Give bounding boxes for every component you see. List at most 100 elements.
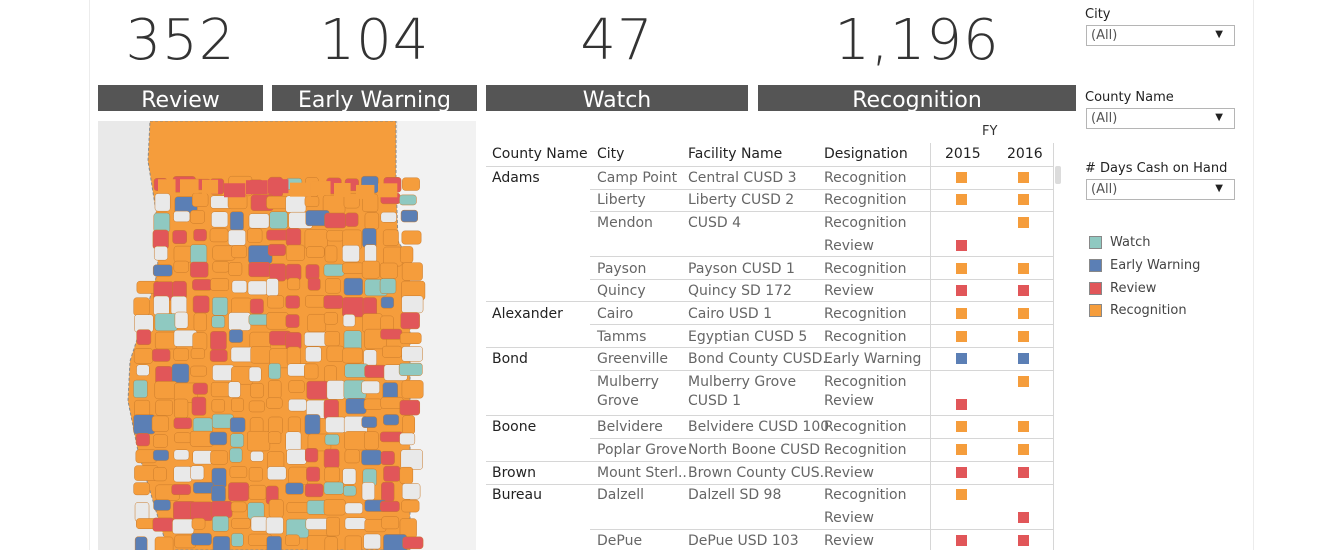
designation-mark-2015[interactable]: [956, 467, 967, 478]
district-shape: [285, 195, 307, 213]
district-shape: [192, 382, 208, 395]
district-shape: [212, 261, 230, 273]
filter-county-select[interactable]: (All) ▼: [1086, 108, 1235, 129]
kpi-watch-label[interactable]: Watch: [486, 85, 748, 111]
district-shape: [379, 262, 398, 279]
district-shape: [268, 363, 281, 380]
district-shape: [212, 364, 235, 381]
col-header-county[interactable]: County Name: [492, 146, 588, 162]
kpi-watch-value: 47: [580, 8, 654, 73]
designation-mark-2016[interactable]: [1018, 331, 1029, 342]
designation-mark-2016[interactable]: [1018, 285, 1029, 296]
table-cell-city: Dalzell: [597, 487, 644, 503]
filter-days-cash-select[interactable]: (All) ▼: [1086, 179, 1235, 200]
district-shape: [325, 416, 346, 433]
designation-mark-2015[interactable]: [956, 172, 967, 183]
designation-mark-2016[interactable]: [1018, 512, 1029, 523]
district-shape: [192, 417, 213, 433]
table-cell-designation: Review: [824, 533, 874, 549]
designation-mark-2016[interactable]: [1018, 263, 1029, 274]
district-shape: [383, 465, 401, 482]
designation-mark-2016[interactable]: [1018, 308, 1029, 319]
col-header-2016[interactable]: 2016: [1007, 146, 1043, 162]
kpi-recognition-label[interactable]: Recognition: [758, 85, 1076, 111]
table-cell-city: Grove: [597, 393, 639, 409]
legend-label: Review: [1110, 281, 1157, 296]
table-cell-designation: Recognition: [824, 487, 907, 503]
table-cell-facility: Belvidere CUSD 100: [688, 419, 830, 435]
district-shape: [334, 183, 351, 198]
col-header-2015[interactable]: 2015: [945, 146, 981, 162]
designation-mark-2015[interactable]: [956, 194, 967, 205]
district-shape: [401, 380, 424, 399]
designation-mark-2016[interactable]: [1018, 535, 1029, 546]
legend-swatch: [1089, 282, 1102, 295]
designation-mark-2015[interactable]: [956, 535, 967, 546]
district-shape: [174, 311, 189, 329]
designation-mark-2016[interactable]: [1018, 194, 1029, 205]
district-shape: [153, 212, 171, 233]
designation-mark-2015[interactable]: [956, 331, 967, 342]
district-shape: [399, 246, 414, 264]
designation-mark-2015[interactable]: [956, 240, 967, 251]
designation-mark-2016[interactable]: [1018, 353, 1029, 364]
designation-mark-2015[interactable]: [956, 489, 967, 500]
district-shape: [173, 417, 192, 429]
designation-mark-2015[interactable]: [956, 421, 967, 432]
district-shape: [342, 347, 363, 364]
district-shape: [231, 518, 251, 529]
row-rule: [486, 461, 1053, 462]
district-map-canvas: [127, 121, 476, 550]
district-shape: [342, 314, 356, 327]
table-scrollbar[interactable]: [1055, 166, 1061, 184]
district-shape: [323, 312, 338, 325]
district-shape: [304, 196, 320, 207]
district-shape: [154, 313, 178, 332]
designation-mark-2016[interactable]: [1018, 172, 1029, 183]
district-shape: [173, 347, 189, 361]
row-rule: [590, 438, 1053, 439]
designation-mark-2016[interactable]: [1018, 444, 1029, 455]
district-shape: [210, 278, 230, 291]
designation-mark-2015[interactable]: [956, 263, 967, 274]
designation-mark-2016[interactable]: [1018, 376, 1029, 387]
filter-city-select[interactable]: (All) ▼: [1086, 25, 1235, 46]
district-shape: [304, 483, 324, 498]
district-shape: [191, 518, 206, 530]
district-shape: [152, 517, 175, 532]
district-shape: [342, 262, 364, 274]
designation-mark-2015[interactable]: [956, 308, 967, 319]
kpi-review-label[interactable]: Review: [98, 85, 263, 111]
designation-mark-2015[interactable]: [956, 444, 967, 455]
district-shape: [173, 466, 193, 483]
district-shape: [190, 210, 205, 224]
district-shape: [398, 362, 423, 376]
kpi-recognition-value: 1,196: [834, 8, 1000, 73]
col-header-designation[interactable]: Designation: [824, 146, 908, 162]
designation-mark-2015[interactable]: [956, 399, 967, 410]
district-shape: [363, 398, 383, 410]
kpi-early-warning-label[interactable]: Early Warning: [272, 85, 477, 111]
district-map[interactable]: [98, 121, 476, 550]
district-shape: [400, 312, 420, 330]
district-shape: [361, 380, 380, 394]
legend-label: Early Warning: [1110, 258, 1201, 273]
district-shape: [210, 331, 227, 351]
designation-mark-2015[interactable]: [956, 353, 967, 364]
designation-mark-2016[interactable]: [1018, 217, 1029, 228]
district-shape: [210, 450, 228, 465]
designation-mark-2016[interactable]: [1018, 467, 1029, 478]
table-cell-city: Camp Point: [597, 170, 678, 186]
district-shape: [268, 179, 289, 194]
district-shape: [401, 346, 423, 362]
district-shape: [152, 264, 173, 277]
district-shape: [202, 179, 219, 194]
col-header-city[interactable]: City: [597, 146, 625, 162]
col-header-facility[interactable]: Facility Name: [688, 146, 783, 162]
designation-mark-2016[interactable]: [1018, 421, 1029, 432]
row-rule: [486, 415, 1053, 416]
district-shape: [361, 482, 375, 501]
district-shape: [190, 244, 208, 265]
district-shape: [287, 416, 301, 434]
designation-mark-2015[interactable]: [956, 285, 967, 296]
